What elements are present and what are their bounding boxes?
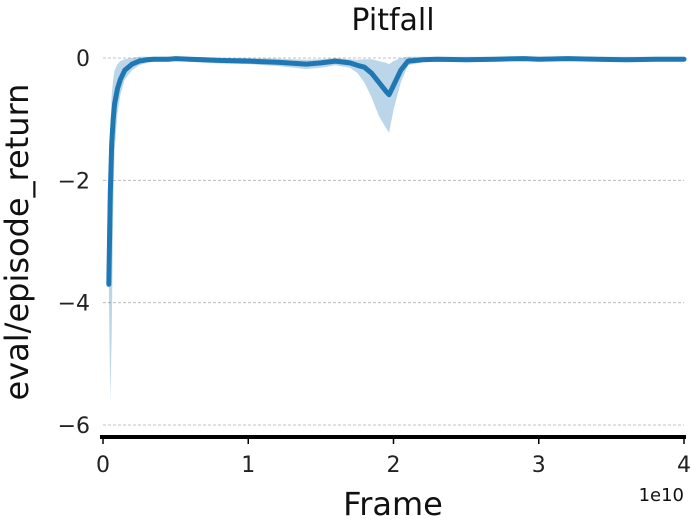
x-axis-label: Frame [343,485,443,523]
line-layer [106,56,687,287]
confidence-band [108,56,685,401]
chart-title: Pitfall [351,3,434,38]
x-tick-label: 0 [96,453,110,478]
x-tick-label: 3 [532,453,546,478]
x-tick-label: 4 [677,453,691,478]
x-tick-label: 1 [241,453,255,478]
band-layer [108,56,685,401]
x-ticks: 0 1 2 3 4 [96,437,691,478]
series-line [106,56,687,287]
y-ticks: 0 −2 −4 −6 [58,47,90,439]
x-tick-label: 2 [387,453,401,478]
y-axis-label: eval/episode_return [0,84,36,401]
y-tick-label: −6 [58,414,90,439]
y-tick-label: −2 [58,169,90,194]
y-tick-label: −4 [58,292,90,317]
grid-layer [103,57,684,426]
x-offset-label: 1e10 [639,485,684,506]
y-tick-label: 0 [76,47,90,72]
